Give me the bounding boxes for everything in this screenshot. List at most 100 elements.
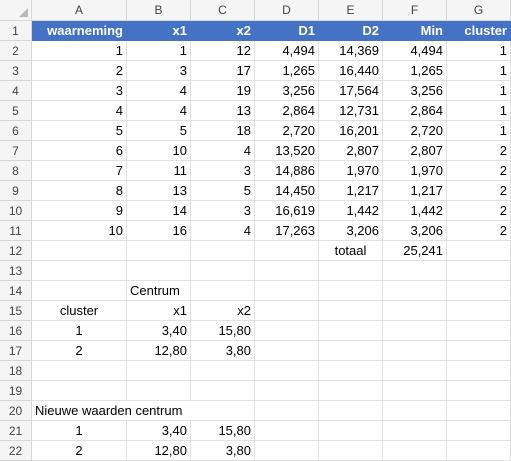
column-header-e[interactable]: E	[319, 0, 383, 21]
cell[interactable]	[319, 401, 383, 421]
table-row-cell[interactable]: 1	[447, 81, 511, 101]
column-header-a[interactable]: A	[32, 0, 127, 21]
nieuwe-waarden-title[interactable]: Nieuwe waarden centrum	[32, 401, 255, 421]
row-header-4[interactable]: 4	[0, 81, 32, 101]
cell[interactable]	[255, 241, 319, 261]
table-row-cell[interactable]: 3	[127, 61, 191, 81]
table-row-cell[interactable]: 11	[127, 161, 191, 181]
table-row-cell[interactable]: 4	[127, 101, 191, 121]
row-header-14[interactable]: 14	[0, 281, 32, 301]
table-row-cell[interactable]: 17,564	[319, 81, 383, 101]
table-header-cell[interactable]: x1	[127, 21, 191, 41]
table-row-cell[interactable]: 17	[191, 61, 255, 81]
table-row-cell[interactable]: 4	[191, 141, 255, 161]
cell[interactable]	[383, 441, 447, 461]
table-row-cell[interactable]: 16,440	[319, 61, 383, 81]
table-row-cell[interactable]: 18	[191, 121, 255, 141]
cell[interactable]	[383, 421, 447, 441]
table-row-cell[interactable]: 1,442	[319, 201, 383, 221]
column-header-g[interactable]: G	[447, 0, 511, 21]
centrum-header-cluster[interactable]: cluster	[32, 301, 127, 321]
table-row-cell[interactable]: 4	[32, 101, 127, 121]
cell[interactable]	[255, 341, 319, 361]
row-header-6[interactable]: 6	[0, 121, 32, 141]
centrum-x2-cell[interactable]: 3,80	[191, 341, 255, 361]
table-header-cell[interactable]: waarneming	[32, 21, 127, 41]
cell[interactable]	[255, 281, 319, 301]
cell[interactable]	[127, 361, 191, 381]
table-row-cell[interactable]: 1,217	[383, 181, 447, 201]
nieuwe-x1-cell[interactable]: 3,40	[127, 421, 191, 441]
cell[interactable]	[319, 321, 383, 341]
cell[interactable]	[447, 381, 511, 401]
column-header-f[interactable]: F	[383, 0, 447, 21]
row-header-2[interactable]: 2	[0, 41, 32, 61]
row-header-12[interactable]: 12	[0, 241, 32, 261]
cell[interactable]	[319, 301, 383, 321]
table-row-cell[interactable]: 16,201	[319, 121, 383, 141]
table-row-cell[interactable]: 2	[447, 221, 511, 241]
table-row-cell[interactable]: 4,494	[383, 41, 447, 61]
row-header-10[interactable]: 10	[0, 201, 32, 221]
cell[interactable]	[255, 421, 319, 441]
row-header-21[interactable]: 21	[0, 421, 32, 441]
cell[interactable]	[127, 261, 191, 281]
cell[interactable]	[319, 381, 383, 401]
cell[interactable]	[447, 401, 511, 421]
table-row-cell[interactable]: 1,970	[383, 161, 447, 181]
cell[interactable]	[383, 281, 447, 301]
centrum-x1-cell[interactable]: 3,40	[127, 321, 191, 341]
totaal-value[interactable]: 25,241	[383, 241, 447, 261]
cell[interactable]	[255, 301, 319, 321]
table-row-cell[interactable]: 2,864	[383, 101, 447, 121]
table-header-cell[interactable]: x2	[191, 21, 255, 41]
row-header-7[interactable]: 7	[0, 141, 32, 161]
centrum-x1-cell[interactable]: 12,80	[127, 341, 191, 361]
table-row-cell[interactable]: 4	[127, 81, 191, 101]
table-row-cell[interactable]: 1,217	[319, 181, 383, 201]
table-row-cell[interactable]: 2	[447, 161, 511, 181]
cell[interactable]	[255, 361, 319, 381]
row-header-19[interactable]: 19	[0, 381, 32, 401]
cell[interactable]	[447, 241, 511, 261]
table-row-cell[interactable]: 3,206	[383, 221, 447, 241]
table-row-cell[interactable]: 16	[127, 221, 191, 241]
table-row-cell[interactable]: 2,807	[383, 141, 447, 161]
column-header-c[interactable]: C	[191, 0, 255, 21]
row-header-9[interactable]: 9	[0, 181, 32, 201]
cell[interactable]	[447, 421, 511, 441]
table-row-cell[interactable]: 2,864	[255, 101, 319, 121]
cell[interactable]	[447, 301, 511, 321]
row-header-18[interactable]: 18	[0, 361, 32, 381]
row-header-17[interactable]: 17	[0, 341, 32, 361]
row-header-16[interactable]: 16	[0, 321, 32, 341]
select-all-corner[interactable]	[0, 0, 32, 21]
nieuwe-cluster-cell[interactable]: 2	[32, 441, 127, 461]
table-row-cell[interactable]: 1	[447, 121, 511, 141]
centrum-x2-cell[interactable]: 15,80	[191, 321, 255, 341]
table-row-cell[interactable]: 1,442	[383, 201, 447, 221]
cell[interactable]	[191, 261, 255, 281]
table-row-cell[interactable]: 1	[127, 41, 191, 61]
table-row-cell[interactable]: 14,450	[255, 181, 319, 201]
table-row-cell[interactable]: 2,720	[383, 121, 447, 141]
table-row-cell[interactable]: 2	[447, 181, 511, 201]
table-row-cell[interactable]: 12,731	[319, 101, 383, 121]
cell[interactable]	[32, 261, 127, 281]
cell[interactable]	[447, 441, 511, 461]
nieuwe-x2-cell[interactable]: 15,80	[191, 421, 255, 441]
table-row-cell[interactable]: 13	[127, 181, 191, 201]
row-header-8[interactable]: 8	[0, 161, 32, 181]
table-row-cell[interactable]: 10	[32, 221, 127, 241]
row-header-13[interactable]: 13	[0, 261, 32, 281]
cell[interactable]	[319, 441, 383, 461]
cell[interactable]	[447, 281, 511, 301]
table-row-cell[interactable]: 3,256	[383, 81, 447, 101]
nieuwe-cluster-cell[interactable]: 1	[32, 421, 127, 441]
row-header-3[interactable]: 3	[0, 61, 32, 81]
table-row-cell[interactable]: 3	[191, 161, 255, 181]
table-row-cell[interactable]: 1,265	[383, 61, 447, 81]
cell[interactable]	[32, 361, 127, 381]
column-header-d[interactable]: D	[255, 0, 319, 21]
table-row-cell[interactable]: 6	[32, 141, 127, 161]
